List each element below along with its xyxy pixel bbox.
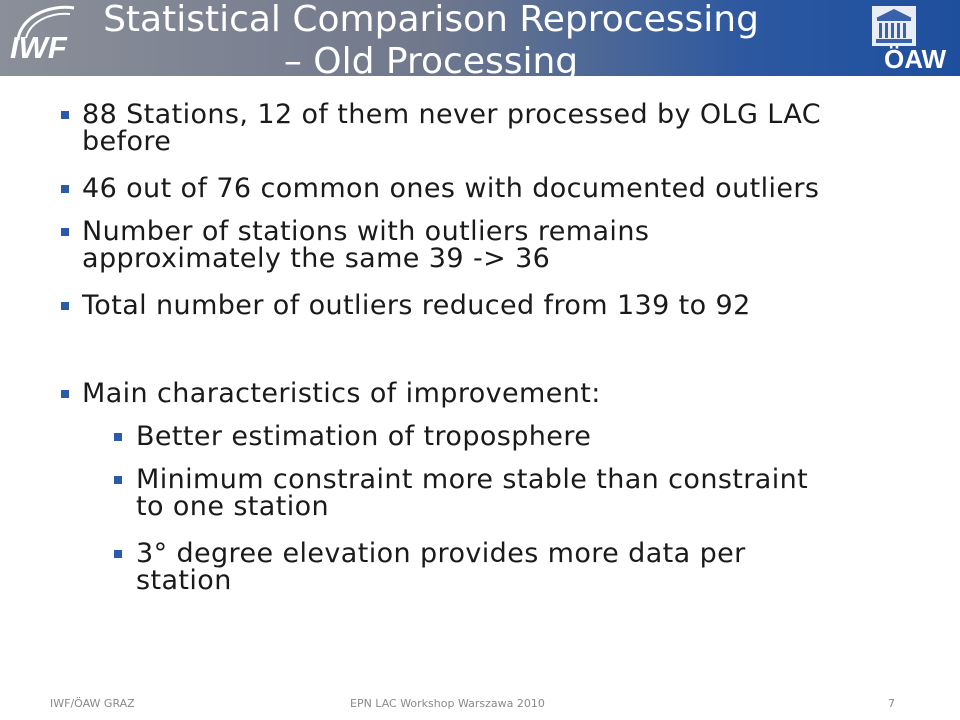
bullet-item: Main characteristics of improvement: [61, 378, 601, 409]
iwf-swoosh-icon [16, 5, 75, 41]
sub-bullet-item: Better estimation of troposphere [114, 421, 592, 452]
footer-organization: IWF/ÖAW GRAZ [50, 697, 135, 710]
bullet-marker [114, 476, 122, 484]
bullet-item: 46 out of 76 common ones with documented… [61, 173, 820, 204]
footer-event: EPN LAC Workshop Warszawa 2010 [350, 697, 545, 710]
bullet-text: Minimum constraint more stable than cons… [136, 464, 809, 522]
bullet-marker [61, 302, 69, 310]
bullet-text: Number of stations with outliers remains… [82, 216, 650, 274]
bullet-text: Better estimation of troposphere [136, 421, 592, 452]
bullet-text: 88 Stations, 12 of them never processed … [82, 99, 821, 157]
footer-page-number: 7 [888, 697, 895, 710]
bullet-marker [61, 228, 69, 236]
iwf-logo-text: IWF [10, 30, 67, 65]
bullet-marker [114, 433, 122, 441]
bullet-marker [61, 185, 69, 193]
bullet-item: Number of stations with outliers remains… [61, 216, 650, 274]
academy-building-icon [872, 6, 916, 46]
bullet-item: Total number of outliers reduced from 13… [61, 290, 751, 321]
bullet-text: 3° degree elevation provides more data p… [136, 538, 746, 596]
slide-header: IWF Statistical Comparison Reprocessing … [0, 0, 960, 76]
slide-title-line-2: – Old Processing [283, 41, 579, 76]
sub-bullet-item: Minimum constraint more stable than cons… [114, 464, 809, 522]
bullet-text: Total number of outliers reduced from 13… [82, 290, 751, 321]
oaw-logo-text: ÖAW [884, 44, 947, 74]
slide-title: Statistical Comparison Reprocessing – Ol… [96, 0, 766, 76]
bullet-marker [61, 390, 69, 398]
sub-bullet-item: 3° degree elevation provides more data p… [114, 538, 746, 596]
bullet-marker [114, 550, 122, 558]
slide-title-line-1: Statistical Comparison Reprocessing [103, 0, 759, 40]
bullet-marker [61, 111, 69, 119]
bullet-text: 46 out of 76 common ones with documented… [82, 173, 820, 204]
bullet-item: 88 Stations, 12 of them never processed … [61, 99, 821, 157]
bullet-text: Main characteristics of improvement: [82, 378, 601, 409]
